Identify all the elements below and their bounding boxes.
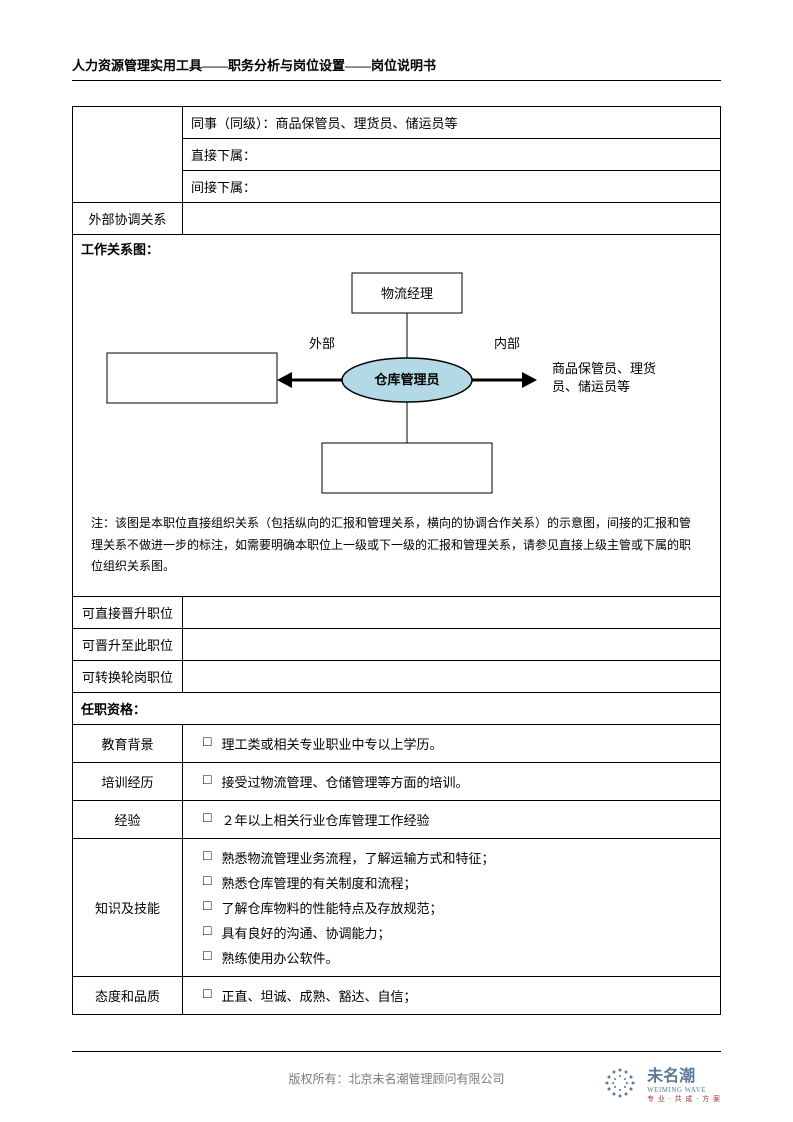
footer: 版权所有：北京未名潮管理顾问有限公司 未名潮 WEIMING WAVE 专 业 … — [72, 1051, 721, 1087]
promo1-label: 可直接晋升职位 — [73, 596, 183, 628]
skill-item-4: 熟练使用办公软件。 — [221, 948, 338, 967]
train-item-text: 接受过物流管理、仓储管理等方面的培训。 — [221, 772, 468, 791]
logo-swirl-icon — [601, 1064, 639, 1102]
external-coord-value — [183, 203, 721, 235]
attitude-item-text: 正直、坦诚、成熟、豁达、自信； — [221, 986, 416, 1005]
logo-block: 未名潮 WEIMING WAVE 专 业 · 共 成 · 方 案 — [601, 1062, 721, 1104]
exp-value: □２年以上相关行业仓库管理工作经验 — [183, 800, 721, 838]
blank-label-cell — [73, 107, 183, 203]
train-value: □接受过物流管理、仓储管理等方面的培训。 — [183, 762, 721, 800]
promo1-value — [183, 596, 721, 628]
exp-item-text: ２年以上相关行业仓库管理工作经验 — [221, 810, 429, 829]
indirect-sub-row: 间接下属： — [183, 171, 721, 203]
edu-value: □理工类或相关专业职业中专以上学历。 — [183, 724, 721, 762]
main-table: 同事（同级）：商品保管员、理货员、储运员等 直接下属： 间接下属： 外部协调关系… — [72, 106, 721, 1015]
attitude-value: □正直、坦诚、成熟、豁达、自信； — [183, 976, 721, 1014]
logo-cn-text: 未名潮 — [647, 1062, 721, 1086]
diagram-title: 工作关系图： — [81, 239, 712, 258]
logo-en-text: WEIMING WAVE — [647, 1086, 721, 1094]
qualification-header: 任职资格： — [73, 692, 721, 724]
exp-label: 经验 — [73, 800, 183, 838]
direct-sub-row: 直接下属： — [183, 139, 721, 171]
top-box-text: 物流经理 — [380, 286, 432, 301]
skill-item-1: 熟悉仓库管理的有关制度和流程； — [221, 873, 416, 892]
page-header: 人力资源管理实用工具——职务分析与岗位设置——岗位说明书 — [72, 55, 721, 81]
diagram-cell: 工作关系图： 物流经理 仓库管理员 — [73, 235, 721, 597]
peer-row: 同事（同级）：商品保管员、理货员、储运员等 — [183, 107, 721, 139]
train-label: 培训经历 — [73, 762, 183, 800]
promo3-label: 可转换轮岗职位 — [73, 660, 183, 692]
external-coord-label: 外部协调关系 — [73, 203, 183, 235]
promo2-label: 可晋升至此职位 — [73, 628, 183, 660]
left-label: 外部 — [308, 336, 334, 351]
promo2-value — [183, 628, 721, 660]
svg-text:商品保管员、理货 员、储运员等: 商品保管员、理货 员、储运员等 — [552, 361, 659, 394]
copyright-text: 版权所有：北京未名潮管理顾问有限公司 — [288, 1070, 504, 1087]
org-diagram-svg: 物流经理 仓库管理员 商品保管员、理货 员、储运员等 — [87, 268, 707, 498]
diagram-note: 注：该图是本职位直接组织关系（包括纵向的汇报和管理关系，横向的协调合作关系）的示… — [81, 498, 712, 588]
skill-item-2: 了解仓库物料的性能特点及存放规范； — [221, 898, 442, 917]
right-label: 内部 — [493, 336, 519, 351]
skill-value: □熟悉物流管理业务流程，了解运输方式和特征； □熟悉仓库管理的有关制度和流程； … — [183, 838, 721, 976]
center-ellipse-text: 仓库管理员 — [373, 372, 439, 387]
edu-item-text: 理工类或相关专业职业中专以上学历。 — [221, 734, 442, 753]
skill-item-3: 具有良好的沟通、协调能力； — [221, 923, 390, 942]
attitude-label: 态度和品质 — [73, 976, 183, 1014]
promo3-value — [183, 660, 721, 692]
edu-label: 教育背景 — [73, 724, 183, 762]
skill-label: 知识及技能 — [73, 838, 183, 976]
skill-item-0: 熟悉物流管理业务流程，了解运输方式和特征； — [221, 848, 494, 867]
logo-sub-text: 专 业 · 共 成 · 方 案 — [647, 1094, 721, 1104]
